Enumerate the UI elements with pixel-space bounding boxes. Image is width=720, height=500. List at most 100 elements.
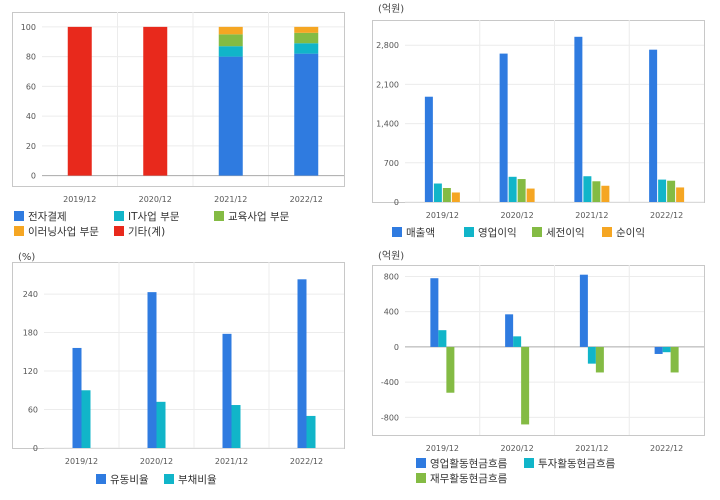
bar	[579, 274, 588, 347]
x-tick-label: 2020/12	[140, 457, 173, 466]
bar	[156, 401, 166, 448]
plot-frame	[12, 262, 345, 449]
y-tick-label: 400	[384, 308, 399, 317]
x-tick-label: 2021/12	[214, 195, 247, 204]
chart-ratios: 0 60 120 180 240 2019/12 2020/12 2021/12 2022/12…	[0, 250, 360, 496]
chart-svg: -800 -400 0 400 800 2019/12 2020/12 2021/12 2022…	[372, 250, 705, 485]
legend-label: 이러닝사업 부문	[28, 225, 99, 238]
bar	[526, 188, 535, 202]
bar	[446, 346, 455, 393]
bar	[521, 346, 530, 425]
bar	[433, 183, 442, 202]
x-tick-label: 2021/12	[215, 457, 248, 466]
bar-segment	[294, 53, 319, 176]
bar	[424, 96, 433, 202]
bar	[451, 192, 460, 202]
x-tick-label: 2022/12	[290, 195, 323, 204]
legend-swatch	[416, 458, 426, 468]
y-tick-label: 0	[394, 198, 399, 207]
legend-swatch	[114, 211, 124, 221]
x-tick-label: 2020/12	[501, 444, 534, 453]
y-tick-label: 0	[394, 343, 399, 352]
bar-segment	[218, 56, 243, 176]
bar	[297, 279, 307, 448]
chart-cashflow: -800 -400 0 400 800 2019/12 2020/12 2021/12 2022…	[360, 250, 720, 496]
chart-business-segments: 0 20 40 60 80 100 2019/12 2020/12 2021/12 2022/12…	[0, 0, 360, 250]
x-tick-label: 2019/12	[426, 211, 459, 220]
legend-swatch	[524, 458, 534, 468]
unit-label: (억원)	[378, 3, 404, 15]
bar	[517, 179, 526, 202]
x-tick-label: 2019/12	[63, 195, 96, 204]
legend-label: 영업이익	[478, 226, 517, 239]
bar-segment	[218, 26, 243, 35]
y-tick-label: 120	[23, 367, 38, 376]
y-tick-label: 20	[26, 142, 36, 151]
bar	[595, 346, 604, 373]
bar	[662, 346, 671, 353]
bar	[438, 330, 447, 347]
bar	[601, 185, 610, 202]
x-tick-label: 2021/12	[575, 444, 608, 453]
x-tick-label: 2022/12	[290, 457, 323, 466]
x-tick-label: 2022/12	[650, 444, 683, 453]
bar	[583, 176, 592, 202]
legend-label: 투자활동현금흐름	[538, 457, 616, 470]
legend-swatch	[96, 474, 106, 484]
bar	[72, 347, 82, 448]
bar	[222, 333, 232, 448]
legend-label: IT사업 부문	[128, 210, 180, 223]
bar-segment	[294, 26, 319, 33]
legend-swatch	[14, 211, 24, 221]
bar	[306, 415, 316, 448]
bar	[658, 179, 667, 202]
bar	[508, 176, 517, 202]
y-tick-label: 0	[33, 444, 38, 453]
bar	[670, 346, 679, 373]
legend-swatch	[164, 474, 174, 484]
x-tick-label: 2020/12	[139, 195, 172, 204]
x-tick-label: 2021/12	[575, 211, 608, 220]
y-tick-label: 2,800	[376, 41, 399, 50]
legend-swatch	[14, 226, 24, 236]
x-tick-label: 2019/12	[426, 444, 459, 453]
bar	[499, 53, 508, 202]
legend-label: 세전이익	[546, 227, 585, 239]
y-tick-label: 180	[23, 329, 38, 338]
chart-svg: 0 60 120 180 240 2019/12 2020/12 2021/12 2022/12…	[12, 252, 345, 486]
bar-segment	[218, 46, 243, 57]
legend-label: 순이익	[616, 227, 645, 239]
legend-swatch	[532, 227, 542, 237]
bar-segment	[294, 32, 319, 44]
legend-label: 재무활동현금흐름	[430, 472, 508, 485]
bar	[587, 346, 596, 364]
legend-swatch	[416, 473, 426, 483]
y-tick-label: -800	[381, 413, 399, 422]
bar	[513, 336, 522, 347]
bar	[676, 187, 685, 202]
unit-label: (억원)	[378, 250, 404, 262]
bar	[667, 180, 676, 202]
legend-label: 매출액	[406, 227, 435, 239]
legend-label: 전자결제	[28, 211, 67, 223]
y-tick-label: 60	[28, 406, 38, 415]
bar	[231, 405, 241, 448]
legend-label: 영업활동현금흐름	[430, 457, 508, 470]
bar-segment	[67, 26, 92, 176]
legend-label: 교육사업 부문	[228, 210, 290, 223]
bar	[430, 278, 439, 347]
x-tick-label: 2022/12	[650, 211, 683, 220]
legend-swatch	[114, 226, 124, 236]
y-tick-label: 60	[26, 82, 36, 91]
y-tick-label: 800	[384, 272, 399, 281]
bar	[649, 49, 658, 203]
y-tick-label: 0	[31, 172, 36, 181]
legend-swatch	[602, 227, 612, 237]
bar-segment	[218, 34, 243, 47]
y-tick-label: 100	[21, 23, 36, 32]
y-tick-label: 80	[26, 53, 36, 62]
plot-frame	[372, 265, 705, 436]
y-tick-label: 700	[384, 159, 399, 168]
bar	[505, 314, 514, 347]
bar	[147, 292, 157, 448]
